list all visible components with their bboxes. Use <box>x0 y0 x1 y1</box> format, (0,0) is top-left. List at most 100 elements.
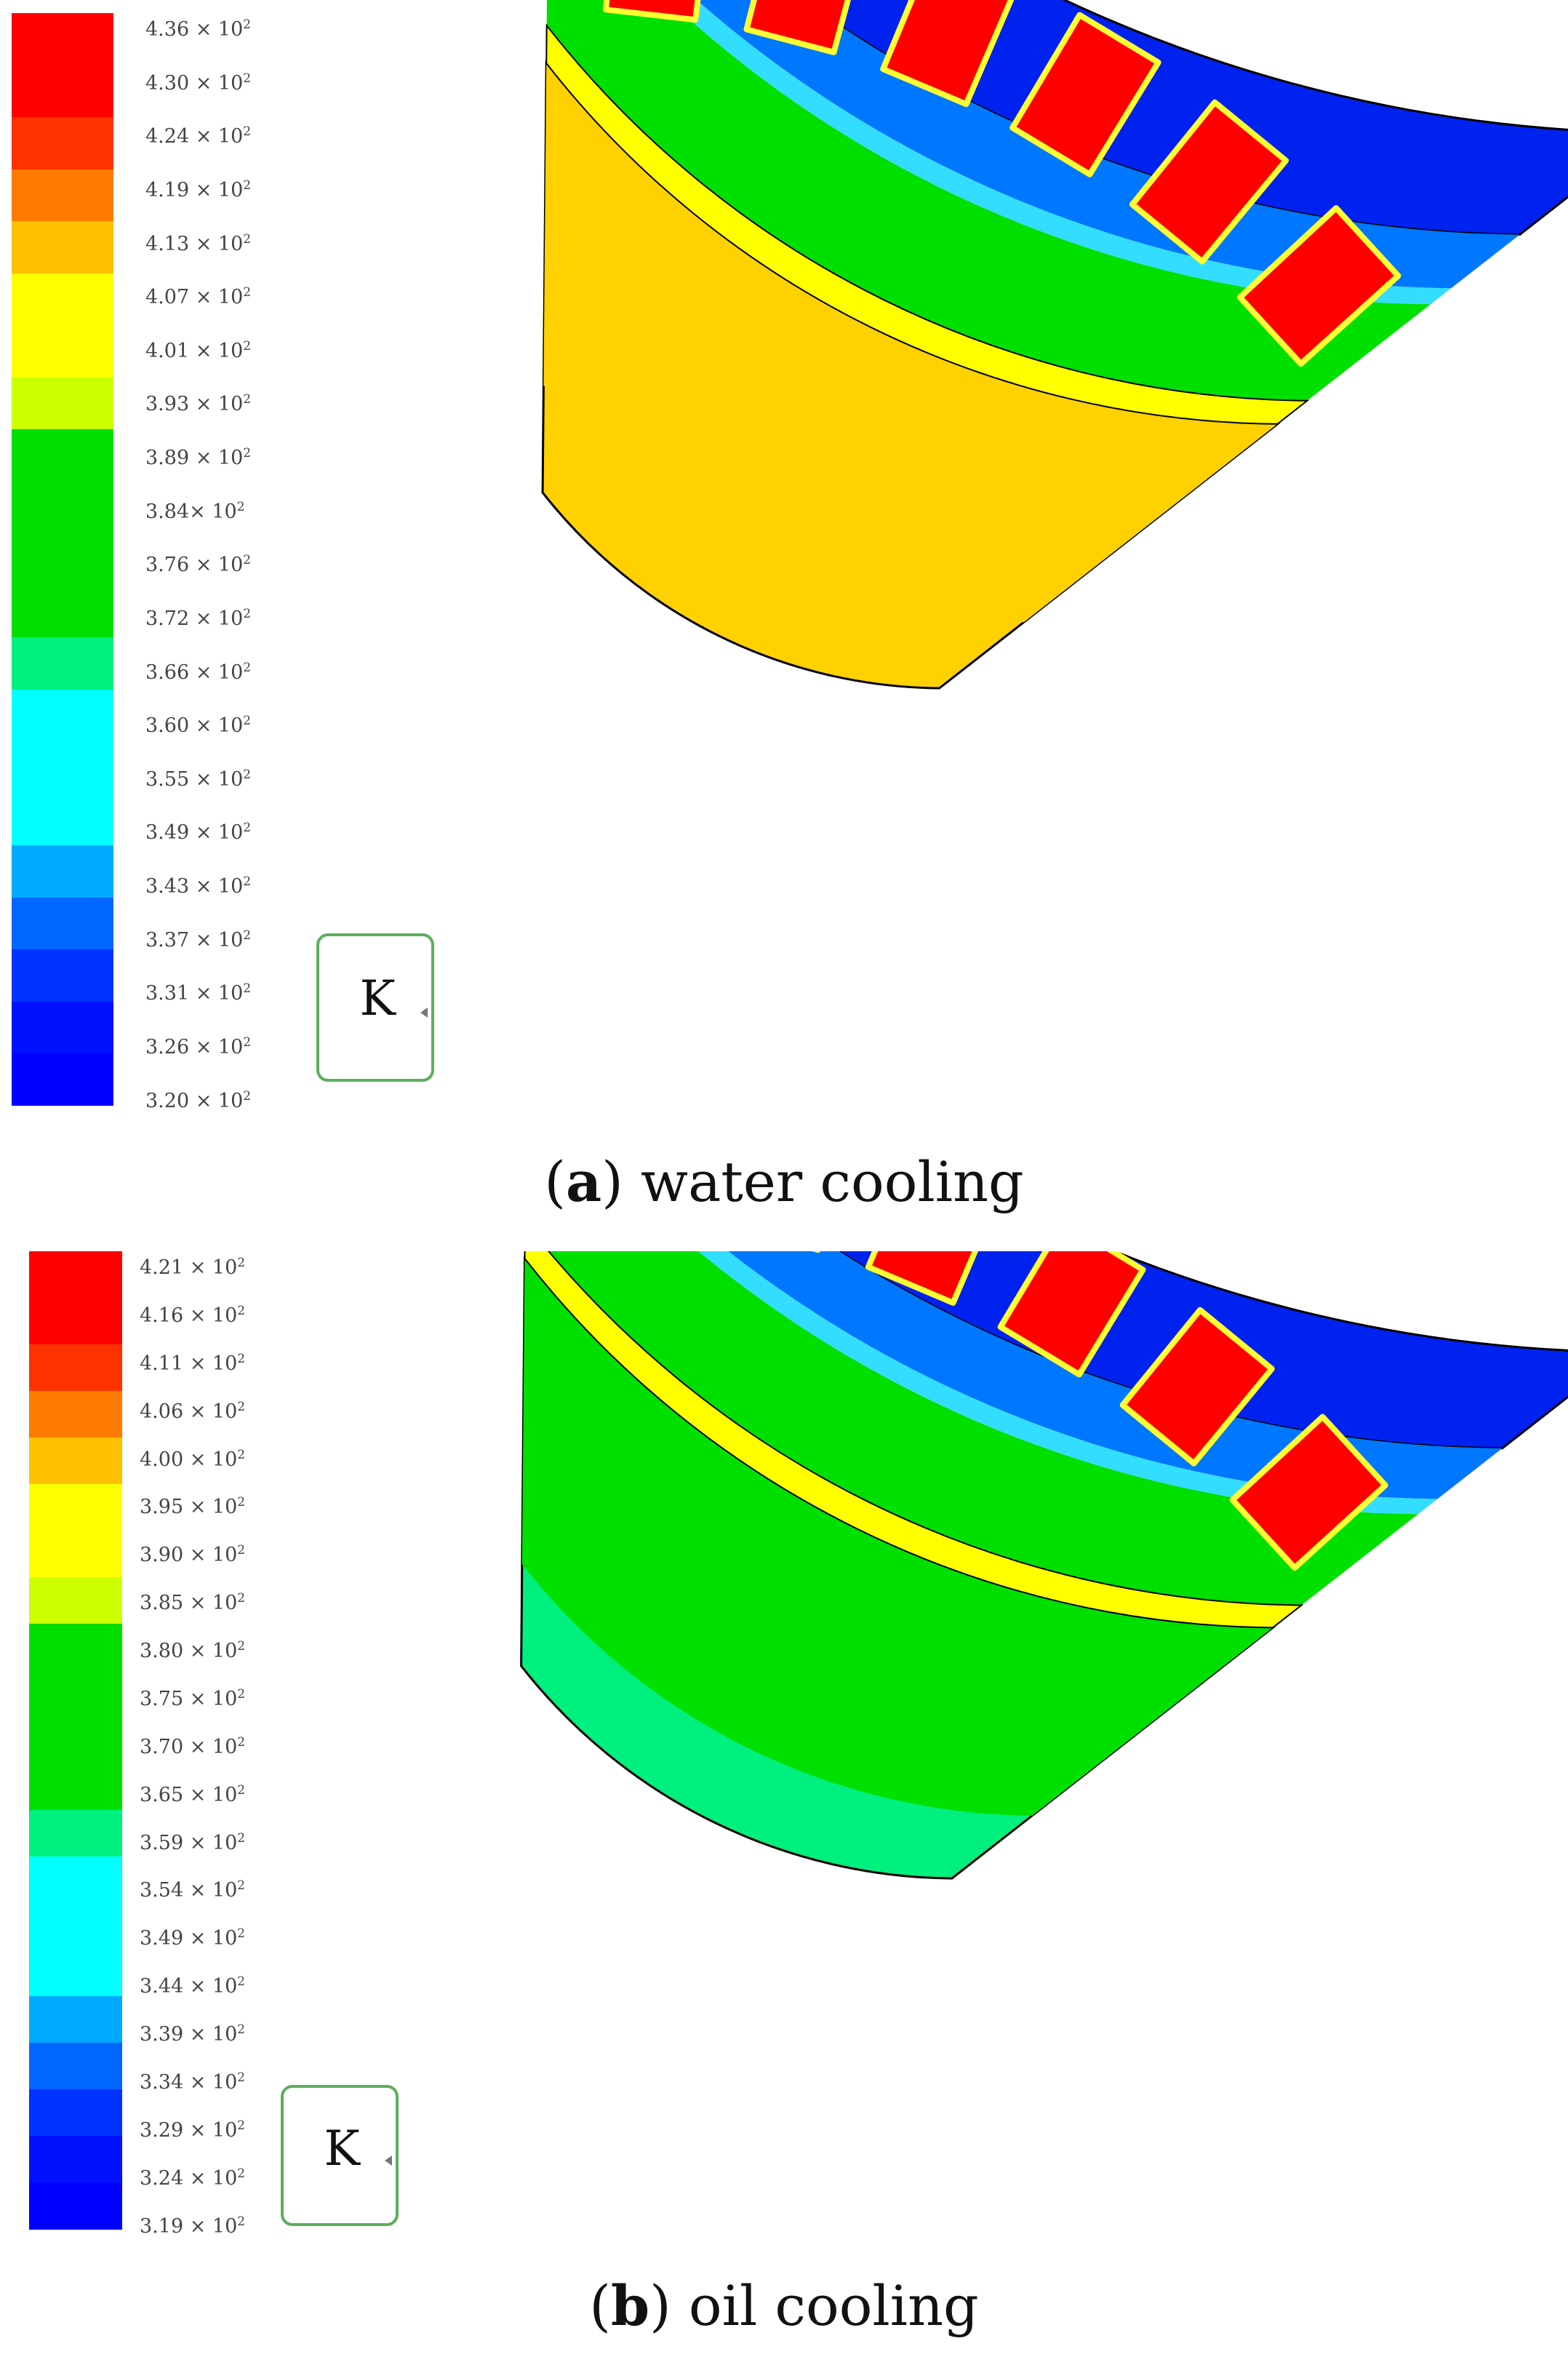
winding-slot <box>880 0 1015 108</box>
colorbar-swatch <box>12 1001 113 1054</box>
winding-slot <box>1129 99 1289 265</box>
colorbar-tick-label: 3.59 × 102 <box>140 1832 245 1853</box>
tick-value: 3.19 × 10 <box>140 2214 238 2238</box>
colorbar-tick-label: 3.85 × 102 <box>140 1592 245 1614</box>
colorbar-tick-label: 3.95 × 102 <box>140 1496 245 1517</box>
tick-exponent: 2 <box>243 285 252 300</box>
colorbar-swatch <box>29 1344 122 1392</box>
tick-exponent: 2 <box>243 1088 252 1104</box>
colorbar-tick-label: 3.66 × 102 <box>145 660 252 684</box>
colorbar-tick-label: 3.19 × 102 <box>140 2214 246 2238</box>
tick-value: 4.30 × 10 <box>145 71 244 95</box>
tick-exponent: 2 <box>243 660 252 675</box>
tick-exponent: 2 <box>243 338 252 354</box>
colorbar-swatch <box>12 13 113 66</box>
winding-slot <box>1009 12 1161 178</box>
tick-value: 4.00 × 10 <box>140 1448 238 1471</box>
winding-slot <box>1229 1413 1388 1571</box>
tick-exponent: 2 <box>237 1303 246 1318</box>
tick-exponent: 2 <box>237 1734 246 1750</box>
colorbar-tick-label: 4.13 × 102 <box>145 231 252 255</box>
colorbar-tick-label: 3.24 × 102 <box>140 2166 245 2190</box>
colorbar-swatch <box>29 1950 122 1997</box>
colorbar-swatch <box>29 1996 122 2043</box>
colorbar-swatch <box>12 221 113 274</box>
unit-label: K <box>359 970 396 1027</box>
tick-exponent: 2 <box>237 1926 246 1942</box>
colorbar-tick-label: 3.70 × 102 <box>140 1736 245 1757</box>
tick-value: 3.59 × 10 <box>140 1831 238 1854</box>
colorbar-tick-label: 3.39 × 102 <box>140 2024 245 2045</box>
tick-value: 3.20 × 10 <box>145 1089 244 1112</box>
colorbar-tick-label: 3.93 × 102 <box>145 394 251 415</box>
colorbar-tick-label: 4.30 × 102 <box>145 71 251 95</box>
colorbar-swatch <box>29 1391 122 1438</box>
caption-text: water cooling <box>641 1149 1024 1214</box>
colorbar-swatch <box>12 273 113 326</box>
colorbar-tick-label: 3.44 × 102 <box>140 1976 245 1997</box>
tick-exponent: 2 <box>237 1447 246 1462</box>
colorbar-tick-label: 3.75 × 102 <box>140 1688 245 1709</box>
colorbar-swatch <box>29 1531 122 1578</box>
tick-exponent: 2 <box>237 1351 246 1366</box>
colorbar-swatch <box>12 325 113 378</box>
colorbar-swatch <box>12 585 113 638</box>
tick-exponent: 2 <box>243 821 252 836</box>
tick-exponent: 2 <box>237 1878 246 1894</box>
tick-value: 4.24 × 10 <box>145 125 244 148</box>
colorbar-swatch <box>12 169 113 222</box>
unit-label-box: K <box>281 2085 399 2226</box>
tick-value: 4.13 × 10 <box>145 232 244 255</box>
colorbar-tick-label: 4.11 × 102 <box>140 1351 246 1373</box>
caption: (b) oil cooling <box>589 2273 979 2338</box>
tick-exponent: 2 <box>237 1830 246 1846</box>
colorbar-swatch <box>12 1053 113 1106</box>
colorbar-tick-label: 4.21 × 102 <box>140 1257 245 1278</box>
tick-value: 3.49 × 10 <box>140 1927 238 1950</box>
colorbar-tick-label: 4.19 × 102 <box>145 178 252 200</box>
tick-exponent: 2 <box>237 2118 246 2133</box>
winding-slot <box>997 1251 1146 1378</box>
winding-slot <box>1236 204 1401 367</box>
colorbar-tick-label: 3.43 × 102 <box>145 876 251 897</box>
tick-value: 3.60 × 10 <box>145 714 244 738</box>
tick-exponent: 2 <box>243 714 252 729</box>
tick-exponent: 2 <box>237 2214 246 2229</box>
tick-exponent: 2 <box>243 178 252 193</box>
colorbar-swatch <box>12 741 113 794</box>
tick-exponent: 2 <box>243 17 252 32</box>
colorbar-swatch <box>12 637 113 690</box>
tick-value: 3.37 × 10 <box>145 928 244 952</box>
colorbar <box>29 1251 122 2230</box>
colorbar-swatch <box>12 481 113 534</box>
rotor-outer-band <box>543 63 1278 623</box>
colorbar <box>12 13 113 1106</box>
colorbar-tick-label: 3.54 × 102 <box>140 1878 246 1901</box>
tick-value: 3.66 × 10 <box>145 661 244 684</box>
colorbar-tick-label: 3.72 × 102 <box>145 607 251 629</box>
caption: (a) water cooling <box>544 1149 1024 1214</box>
tick-exponent: 2 <box>243 446 252 461</box>
colorbar-swatch <box>12 65 113 118</box>
colorbar-tick-label: 4.01 × 102 <box>145 340 251 361</box>
colorbar-tick-label: 3.34 × 102 <box>140 2072 245 2093</box>
tick-value: 4.07 × 10 <box>145 286 244 309</box>
winding-slot <box>1119 1307 1275 1467</box>
colorbar-swatch <box>29 1624 122 1671</box>
colorbar-swatch <box>12 377 113 430</box>
tick-exponent: 2 <box>243 231 252 247</box>
colorbar-swatch <box>12 117 113 170</box>
tick-value: 3.89 × 10 <box>145 447 244 470</box>
tick-exponent: 2 <box>243 124 252 140</box>
colorbar-tick-label: 3.26 × 102 <box>145 1036 251 1057</box>
colorbar-swatch <box>29 1810 122 1857</box>
caption-letter: b <box>610 2273 650 2338</box>
tick-exponent: 2 <box>237 1686 246 1702</box>
colorbar-swatch <box>29 1437 122 1485</box>
tick-value: 3.24 × 10 <box>140 2166 238 2190</box>
air-gap <box>524 1251 1304 1629</box>
tick-value: 3.31 × 10 <box>145 982 244 1005</box>
tick-value: 3.95 × 10 <box>140 1496 238 1519</box>
colorbar-tick-label: 4.00 × 102 <box>140 1447 246 1471</box>
colorbar-swatch <box>29 1717 122 1764</box>
